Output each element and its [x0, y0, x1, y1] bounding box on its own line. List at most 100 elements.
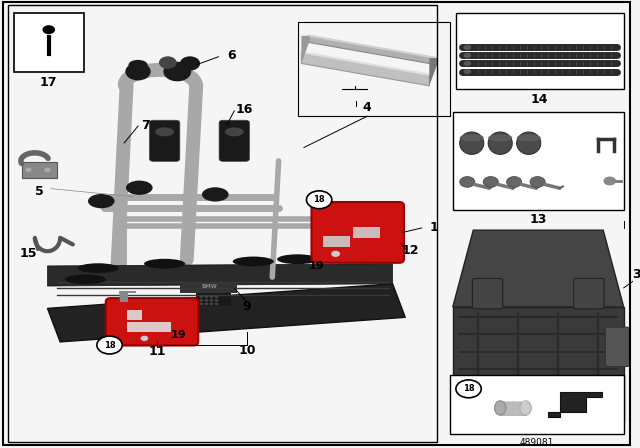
- Ellipse shape: [495, 401, 506, 415]
- Ellipse shape: [225, 127, 244, 136]
- Circle shape: [209, 295, 213, 298]
- Bar: [449, 375, 624, 434]
- FancyBboxPatch shape: [149, 120, 180, 161]
- Circle shape: [456, 380, 481, 398]
- Circle shape: [200, 299, 204, 302]
- Bar: [14, 13, 84, 72]
- Ellipse shape: [277, 254, 318, 264]
- Circle shape: [483, 177, 499, 187]
- Polygon shape: [452, 230, 624, 307]
- FancyBboxPatch shape: [605, 327, 629, 366]
- Ellipse shape: [202, 187, 228, 202]
- Circle shape: [460, 177, 475, 187]
- Circle shape: [214, 302, 218, 305]
- Text: 19: 19: [171, 330, 186, 340]
- Text: 18: 18: [463, 384, 474, 393]
- Text: 489081: 489081: [520, 438, 554, 447]
- Text: 6: 6: [227, 49, 236, 62]
- Circle shape: [163, 62, 191, 82]
- Text: 3: 3: [632, 268, 640, 281]
- Ellipse shape: [488, 134, 512, 142]
- Circle shape: [463, 53, 471, 58]
- Polygon shape: [301, 52, 429, 86]
- Circle shape: [214, 295, 218, 298]
- Text: 19: 19: [308, 261, 324, 271]
- Text: 17: 17: [40, 76, 58, 89]
- Ellipse shape: [488, 132, 512, 155]
- Circle shape: [463, 45, 471, 50]
- Ellipse shape: [129, 60, 148, 70]
- Circle shape: [159, 56, 177, 69]
- Circle shape: [141, 336, 148, 341]
- Text: 1: 1: [429, 221, 438, 234]
- Bar: [196, 293, 231, 306]
- Bar: [22, 162, 57, 178]
- FancyBboxPatch shape: [312, 202, 404, 263]
- Circle shape: [530, 177, 545, 187]
- Text: BMW: BMW: [201, 284, 217, 289]
- Polygon shape: [548, 392, 602, 417]
- Bar: [353, 227, 380, 238]
- Circle shape: [463, 69, 471, 74]
- FancyBboxPatch shape: [219, 120, 250, 161]
- Ellipse shape: [125, 63, 150, 81]
- Circle shape: [604, 177, 616, 185]
- Bar: [452, 112, 624, 210]
- Ellipse shape: [516, 134, 541, 142]
- Text: 10: 10: [238, 345, 256, 358]
- Circle shape: [205, 299, 209, 302]
- Bar: [298, 22, 449, 116]
- Ellipse shape: [88, 194, 115, 208]
- Ellipse shape: [520, 401, 531, 415]
- Bar: [500, 401, 525, 415]
- Bar: [180, 282, 237, 293]
- Circle shape: [307, 191, 332, 209]
- Circle shape: [26, 168, 31, 172]
- Ellipse shape: [65, 275, 106, 284]
- Bar: [127, 322, 171, 332]
- Ellipse shape: [126, 181, 152, 195]
- Polygon shape: [301, 36, 309, 64]
- FancyBboxPatch shape: [472, 279, 503, 309]
- Bar: [127, 310, 143, 319]
- Ellipse shape: [460, 134, 484, 142]
- Circle shape: [463, 61, 471, 66]
- Polygon shape: [47, 264, 392, 286]
- Bar: [8, 5, 437, 442]
- Circle shape: [507, 177, 522, 187]
- Bar: [323, 236, 349, 247]
- Circle shape: [214, 299, 218, 302]
- Text: 12: 12: [401, 244, 419, 257]
- Polygon shape: [452, 307, 624, 422]
- Text: 14: 14: [531, 93, 548, 106]
- Circle shape: [200, 295, 204, 298]
- Bar: [456, 13, 624, 90]
- FancyBboxPatch shape: [573, 279, 604, 309]
- FancyBboxPatch shape: [106, 298, 198, 345]
- Circle shape: [97, 336, 122, 354]
- Circle shape: [42, 25, 55, 34]
- Ellipse shape: [155, 127, 174, 136]
- Text: 18: 18: [104, 340, 115, 349]
- Polygon shape: [309, 36, 437, 65]
- Polygon shape: [47, 284, 405, 342]
- Text: 9: 9: [243, 300, 252, 313]
- Text: 18: 18: [314, 195, 325, 204]
- Text: 5: 5: [35, 185, 44, 198]
- Circle shape: [44, 168, 51, 172]
- Circle shape: [209, 299, 213, 302]
- Circle shape: [331, 251, 340, 257]
- Ellipse shape: [516, 132, 541, 155]
- Text: 7: 7: [141, 119, 150, 132]
- Text: 4: 4: [363, 101, 372, 114]
- Circle shape: [180, 56, 200, 71]
- Circle shape: [205, 302, 209, 305]
- Circle shape: [205, 295, 209, 298]
- Ellipse shape: [460, 132, 484, 155]
- Ellipse shape: [77, 263, 119, 273]
- Text: 15: 15: [20, 247, 37, 260]
- Circle shape: [209, 302, 213, 305]
- Ellipse shape: [233, 257, 274, 267]
- Text: 13: 13: [529, 213, 547, 226]
- Polygon shape: [119, 291, 136, 302]
